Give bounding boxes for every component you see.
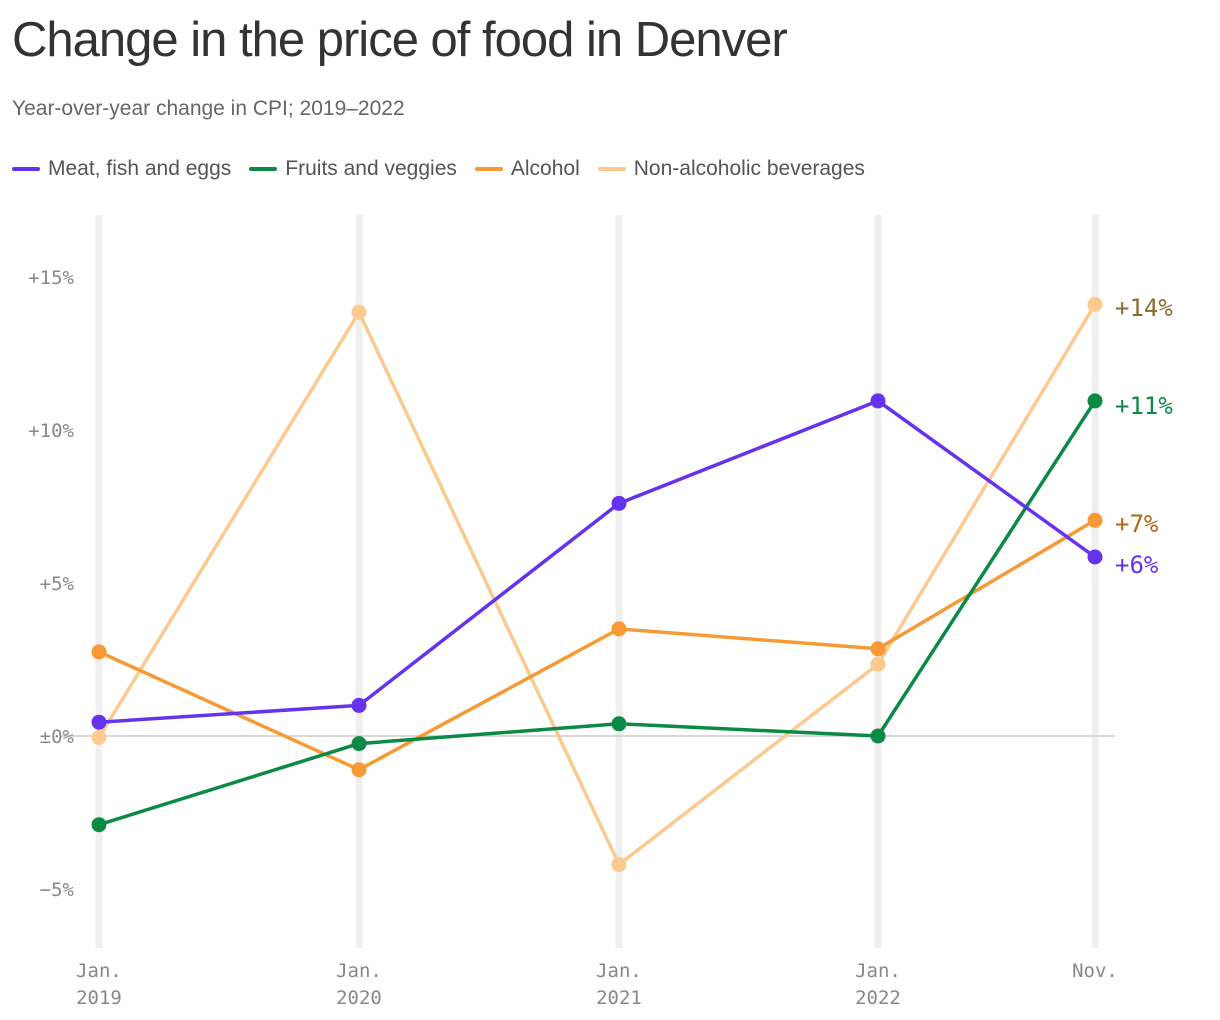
legend-label: Non-alcoholic beverages (633, 157, 865, 180)
data-point (611, 621, 627, 637)
end-labels: +6% +11% +7% +14% (1115, 294, 1173, 579)
data-point (1087, 549, 1103, 565)
x-tick-labels: Jan. 2019 Jan. 2020 Jan. 2021 Jan. 2022 Nov. (76, 960, 1118, 1009)
legend-item-nonalcoholic: Non-alcoholic beverages (597, 157, 865, 181)
data-point (870, 641, 886, 657)
data-point (91, 714, 107, 730)
x-tick-label: Jan. (855, 960, 901, 982)
y-tick-label: +5% (40, 573, 75, 595)
data-point (1087, 393, 1103, 409)
legend-item-meat: Meat, fish and eggs (12, 157, 231, 181)
data-point (91, 730, 107, 745)
data-point (351, 304, 367, 320)
end-label: +7% (1115, 510, 1159, 538)
data-point (91, 817, 107, 833)
x-tick-label: Nov. (1072, 960, 1118, 982)
x-tick-label: Jan. (76, 960, 122, 982)
data-point (91, 644, 107, 660)
data-point (1087, 512, 1103, 528)
y-tick-label: ±0% (40, 726, 75, 748)
chart-subtitle: Year-over-year change in CPI; 2019–2022 (12, 97, 405, 120)
end-label: +6% (1115, 551, 1159, 579)
series-points (91, 297, 1103, 872)
grid-lines (60, 215, 1115, 948)
data-point (611, 857, 627, 872)
y-tick-label: −5% (40, 879, 75, 901)
legend-swatch (597, 167, 626, 171)
chart-title: Change in the price of food in Denver (12, 13, 788, 67)
series-line-fruits (98, 399, 1097, 827)
x-tick-label: 2019 (76, 987, 122, 1009)
x-tick-label: 2020 (336, 987, 382, 1009)
legend-label: Fruits and veggies (285, 157, 457, 180)
data-point (351, 762, 367, 778)
legend-item-alcohol: Alcohol (474, 157, 580, 181)
data-point (870, 656, 886, 672)
y-tick-label: +15% (28, 267, 74, 289)
x-tick-label: 2022 (855, 987, 901, 1009)
x-tick-label: Jan. (596, 960, 642, 982)
legend-label: Alcohol (510, 157, 580, 180)
series-line-meat (98, 399, 1097, 724)
y-tick-label: +10% (28, 420, 74, 442)
data-point (351, 736, 367, 752)
x-tick-label: 2021 (596, 987, 642, 1009)
data-point (611, 495, 627, 511)
legend-label: Meat, fish and eggs (48, 157, 232, 180)
y-tick-labels: +15% +10% +5% ±0% −5% (28, 267, 74, 901)
legend-swatch (12, 167, 40, 171)
series-line-nonalcoholic (97, 303, 1097, 867)
end-label: +11% (1115, 392, 1173, 420)
data-point (351, 697, 367, 713)
legend: Meat, fish and eggs Fruits and veggies A… (12, 155, 865, 183)
legend-swatch (474, 167, 503, 171)
data-point (1087, 297, 1103, 312)
series-line-alcohol (98, 518, 1096, 772)
end-label: +14% (1115, 294, 1173, 322)
data-point (870, 728, 886, 744)
series-lines (97, 303, 1097, 867)
data-point (870, 393, 886, 409)
legend-item-fruits: Fruits and veggies (249, 157, 457, 181)
legend-swatch (249, 167, 278, 171)
x-tick-label: Jan. (336, 960, 382, 982)
data-point (611, 716, 627, 732)
